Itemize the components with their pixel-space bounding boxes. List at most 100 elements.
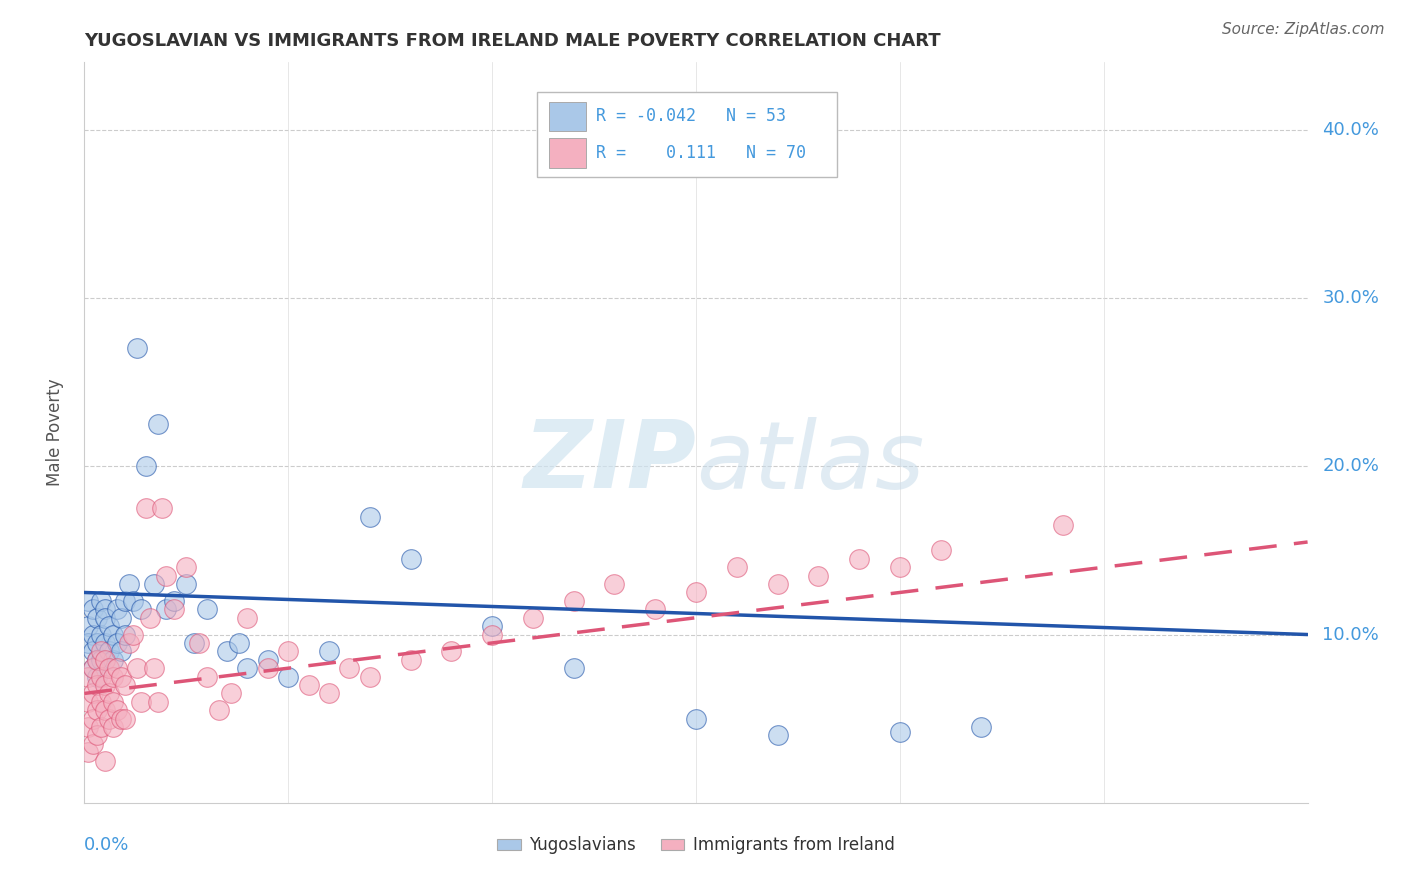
Point <box>685 712 707 726</box>
Point <box>142 577 165 591</box>
Point <box>97 619 120 633</box>
Point <box>155 602 177 616</box>
Point <box>90 695 112 709</box>
Point <box>163 602 186 616</box>
Point <box>183 636 205 650</box>
Point <box>110 670 132 684</box>
Point <box>187 636 209 650</box>
Point <box>228 636 250 650</box>
Point <box>146 695 169 709</box>
Point <box>82 661 104 675</box>
Point <box>807 568 830 582</box>
Point <box>82 712 104 726</box>
Point <box>131 602 153 616</box>
Point <box>481 619 503 633</box>
Point <box>93 678 115 692</box>
Point <box>359 509 381 524</box>
Point <box>105 602 128 616</box>
Point <box>644 602 666 616</box>
Point <box>236 661 259 675</box>
Point <box>77 619 100 633</box>
Point <box>277 644 299 658</box>
Point <box>135 501 157 516</box>
Point <box>399 653 422 667</box>
Point <box>105 703 128 717</box>
Point <box>339 661 361 675</box>
Point <box>118 577 141 591</box>
Point <box>562 594 585 608</box>
Text: R = -0.042   N = 53: R = -0.042 N = 53 <box>596 108 786 126</box>
Point <box>298 678 321 692</box>
Text: Source: ZipAtlas.com: Source: ZipAtlas.com <box>1222 22 1385 37</box>
Point <box>481 627 503 641</box>
Point <box>970 720 993 734</box>
Point <box>90 653 112 667</box>
Point <box>142 661 165 675</box>
Text: 20.0%: 20.0% <box>1322 458 1379 475</box>
Point <box>208 703 231 717</box>
Point <box>118 636 141 650</box>
Text: atlas: atlas <box>696 417 924 508</box>
Point <box>77 745 100 759</box>
Point <box>277 670 299 684</box>
Point <box>318 644 340 658</box>
Point <box>318 686 340 700</box>
Point <box>86 678 108 692</box>
Point <box>93 636 115 650</box>
Text: R =    0.111   N = 70: R = 0.111 N = 70 <box>596 144 806 161</box>
Point <box>685 585 707 599</box>
Point <box>725 560 748 574</box>
Point <box>138 610 160 624</box>
Point <box>90 594 112 608</box>
Point <box>163 594 186 608</box>
FancyBboxPatch shape <box>550 138 586 168</box>
Point <box>155 568 177 582</box>
Point <box>93 754 115 768</box>
Point <box>101 653 124 667</box>
FancyBboxPatch shape <box>537 92 837 178</box>
Point <box>135 459 157 474</box>
Point <box>86 670 108 684</box>
Point <box>93 653 115 667</box>
Point <box>82 602 104 616</box>
Point <box>257 653 280 667</box>
Point <box>82 661 104 675</box>
Point <box>150 501 173 516</box>
Point <box>93 703 115 717</box>
Point <box>766 729 789 743</box>
Point <box>86 653 108 667</box>
Point <box>257 661 280 675</box>
Point <box>86 703 108 717</box>
Point <box>77 720 100 734</box>
Point <box>929 543 952 558</box>
Point <box>359 670 381 684</box>
Point <box>195 602 218 616</box>
Point <box>114 678 136 692</box>
FancyBboxPatch shape <box>550 102 586 131</box>
Point <box>1052 518 1074 533</box>
Point <box>127 661 149 675</box>
Point <box>97 644 120 658</box>
Point <box>101 720 124 734</box>
Point <box>522 610 544 624</box>
Point <box>105 661 128 675</box>
Point <box>86 729 108 743</box>
Point <box>131 695 153 709</box>
Point <box>77 636 100 650</box>
Point <box>90 627 112 641</box>
Point <box>110 610 132 624</box>
Point <box>86 653 108 667</box>
Text: YUGOSLAVIAN VS IMMIGRANTS FROM IRELAND MALE POVERTY CORRELATION CHART: YUGOSLAVIAN VS IMMIGRANTS FROM IRELAND M… <box>84 32 941 50</box>
Text: 40.0%: 40.0% <box>1322 120 1379 139</box>
Point <box>219 686 242 700</box>
Point <box>848 551 870 566</box>
Point <box>889 560 911 574</box>
Point <box>236 610 259 624</box>
Point <box>114 712 136 726</box>
Point <box>93 602 115 616</box>
Point <box>766 577 789 591</box>
Point <box>90 644 112 658</box>
Point <box>146 417 169 432</box>
Point <box>90 720 112 734</box>
Point <box>127 342 149 356</box>
